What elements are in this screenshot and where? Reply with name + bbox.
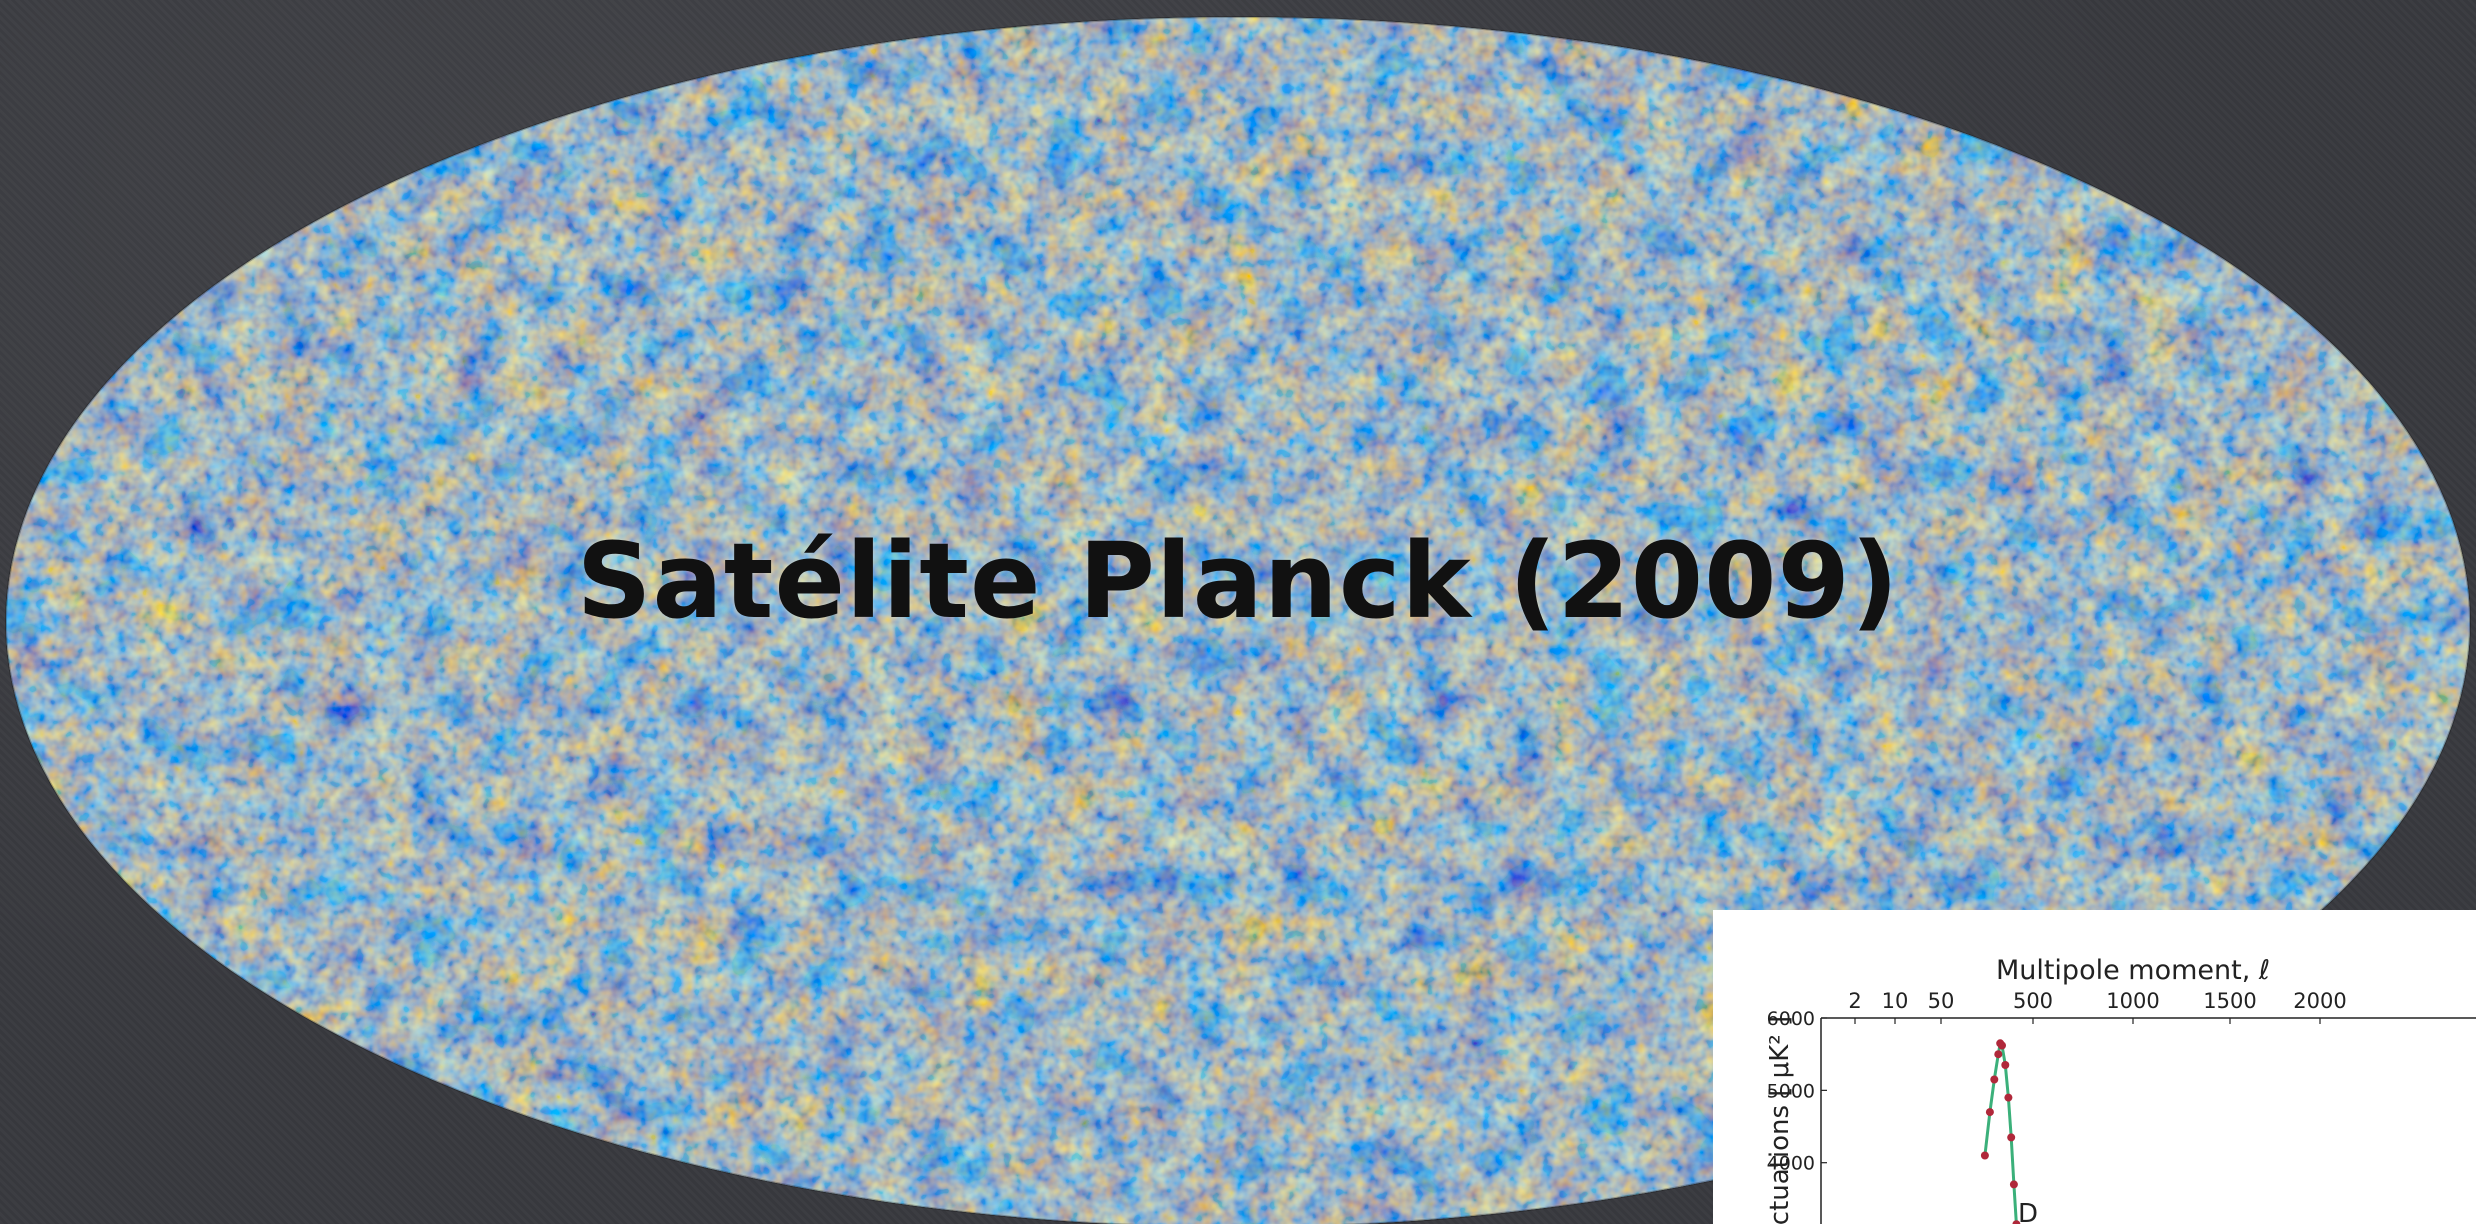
top-tick-label: 50 bbox=[1928, 989, 1955, 1013]
power-spectrum-inset: Multipole moment, ℓ 2 10 50 500 1000 1500 2000… bbox=[1713, 910, 2476, 1224]
y-axis-ticks: 3000400050006000 bbox=[1767, 1008, 1827, 1175]
data-point bbox=[1980, 1151, 1989, 1160]
top-tick-label: 1000 bbox=[2106, 989, 2159, 1013]
data-point bbox=[1998, 1041, 2006, 1050]
top-tick-label: 2 bbox=[1848, 989, 1861, 1013]
top-tick-label: 1500 bbox=[2203, 989, 2256, 1013]
y-tick-label: 4000 bbox=[1767, 1153, 1815, 1175]
slide-caption: Satélite Planck (2009) bbox=[576, 520, 1900, 642]
power-spectrum-chart: Multipole moment, ℓ 2 10 50 500 1000 1500 2000… bbox=[1765, 955, 2476, 1224]
data-point bbox=[2012, 1220, 2021, 1224]
y-tick-label: 6000 bbox=[1767, 1008, 1815, 1030]
data-points bbox=[1980, 1039, 2021, 1224]
partial-annotation: D bbox=[2018, 1199, 2038, 1224]
data-point bbox=[1990, 1075, 1999, 1084]
axes-frame bbox=[1820, 1017, 2476, 1224]
y-tick-label: 5000 bbox=[1767, 1080, 1815, 1102]
top-tick-label: 10 bbox=[1882, 989, 1909, 1013]
data-point bbox=[2009, 1180, 2018, 1189]
data-point bbox=[1985, 1108, 1994, 1117]
top-tick-label: 2000 bbox=[2293, 989, 2346, 1013]
data-point bbox=[2007, 1133, 2016, 1142]
top-axis-ticks: 2 10 50 500 1000 1500 2000 bbox=[1848, 989, 2347, 1024]
data-point bbox=[2001, 1061, 2010, 1069]
data-point bbox=[2004, 1093, 2013, 1102]
top-axis-title: Multipole moment, ℓ bbox=[1996, 955, 2270, 986]
top-tick-label: 500 bbox=[2013, 989, 2053, 1013]
y-axis-label: fluctuations [ μK² ] bbox=[1765, 1016, 1795, 1224]
data-point bbox=[1994, 1050, 2003, 1059]
